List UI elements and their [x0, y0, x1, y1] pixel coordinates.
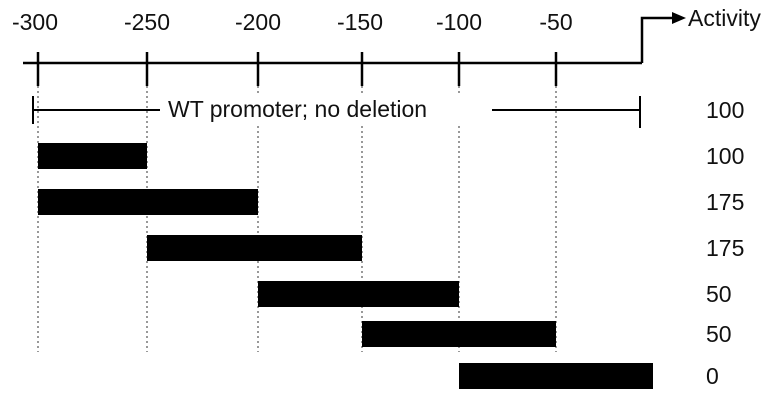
wt-activity-value: 100 — [706, 97, 744, 123]
wt-label-bg — [162, 95, 488, 125]
position-label-neg250: -250 — [124, 9, 170, 35]
deletion-bar — [38, 143, 147, 169]
transcription-arrow-icon — [640, 16, 672, 63]
deletion-bars: 100 175 175 50 50 0 — [38, 143, 744, 389]
deletion-bar — [147, 235, 362, 261]
axis-ticks — [36, 52, 558, 86]
deletion-bar — [258, 281, 459, 307]
deletion-activity-value: 100 — [706, 143, 744, 169]
deletion-activity-value: 50 — [706, 321, 732, 347]
position-label-neg200: -200 — [235, 9, 281, 35]
position-label-neg100: -100 — [436, 9, 482, 35]
position-label-neg300: -300 — [12, 9, 58, 35]
position-label-neg50: -50 — [539, 9, 572, 35]
position-label-neg150: -150 — [337, 9, 383, 35]
deletion-activity-value: 50 — [706, 281, 732, 307]
activity-header: Activity — [688, 5, 761, 31]
deletion-activity-value: 0 — [706, 363, 719, 389]
wt-promoter-label: WT promoter; no deletion — [168, 96, 427, 122]
arrowhead-icon — [672, 12, 686, 24]
deletion-activity-value: 175 — [706, 235, 744, 261]
wt-bracket — [32, 96, 641, 128]
deletion-activity-value: 175 — [706, 189, 744, 215]
deletion-bar — [459, 363, 653, 389]
dotted-guides — [37, 86, 557, 352]
deletion-bar — [38, 189, 258, 215]
deletion-bar — [362, 321, 556, 347]
